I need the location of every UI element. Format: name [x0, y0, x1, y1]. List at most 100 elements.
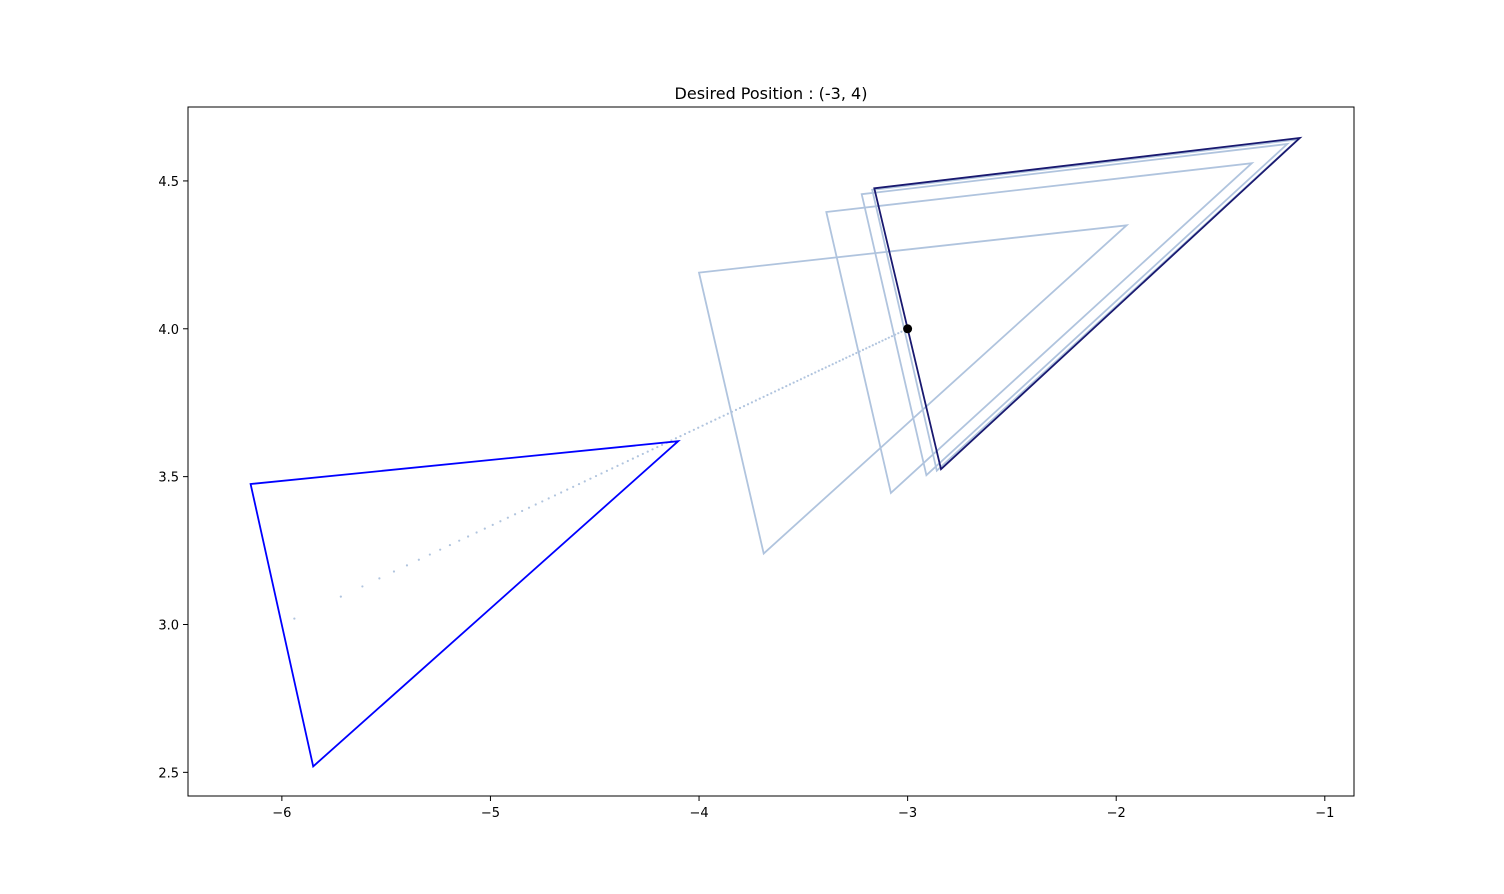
path-point	[692, 428, 695, 431]
path-point	[660, 443, 664, 446]
path-point	[361, 585, 364, 588]
path-point	[710, 420, 713, 423]
axes: −6 −5 −4 −3 −2 −1 2.5 3.0 3.5 4.0 4.5	[158, 106, 1355, 821]
path-point	[841, 358, 845, 361]
path-point	[656, 445, 659, 449]
plot-area	[249, 136, 1303, 769]
path-point	[785, 385, 788, 388]
path-point	[392, 570, 396, 573]
path-point	[881, 339, 884, 342]
path-point	[897, 332, 900, 335]
path-point	[884, 338, 887, 341]
path-point	[491, 523, 494, 526]
path-point	[646, 450, 649, 453]
path-point	[861, 348, 865, 351]
path-point	[746, 403, 750, 406]
path-point	[722, 414, 725, 417]
path-point	[781, 386, 784, 389]
path-point	[754, 399, 757, 402]
path-point	[594, 474, 598, 478]
path-point	[874, 342, 878, 345]
path-point	[766, 393, 769, 397]
path-point	[738, 406, 742, 410]
path-point	[726, 412, 729, 415]
path-point	[577, 482, 581, 486]
path-point	[513, 513, 517, 516]
path-point	[506, 516, 509, 519]
path-point	[521, 509, 524, 513]
target-marker	[903, 324, 913, 334]
path-point	[810, 373, 813, 376]
path-point	[621, 462, 624, 465]
path-point	[293, 617, 296, 620]
path-point	[483, 527, 486, 530]
path-point	[605, 469, 609, 472]
path-point	[547, 497, 550, 500]
path-point	[583, 480, 586, 483]
path-point	[848, 355, 851, 358]
x-tick-label: −6	[272, 806, 291, 821]
path-point	[378, 577, 381, 580]
y-tick-label: 3.0	[158, 618, 179, 633]
path-point	[534, 503, 537, 506]
axes-frame	[187, 106, 1355, 797]
path-point	[887, 336, 890, 339]
path-point	[750, 401, 754, 404]
path-point	[777, 388, 780, 391]
path-point	[475, 531, 478, 534]
path-point	[616, 464, 619, 467]
path-point	[762, 395, 765, 398]
path-point	[560, 491, 563, 494]
path-point	[572, 485, 575, 488]
y-tick-label: 2.5	[158, 766, 179, 781]
path-point	[448, 543, 452, 547]
path-point	[641, 452, 644, 456]
path-point	[799, 378, 803, 381]
path-point	[890, 335, 894, 338]
path-point	[428, 553, 431, 556]
path-point	[758, 397, 761, 400]
y-tick-label: 4.5	[158, 175, 179, 190]
path-point	[817, 369, 820, 372]
path-point	[405, 564, 409, 567]
path-point	[679, 435, 682, 438]
path-point	[742, 404, 746, 408]
triangle-intermediate-2	[825, 161, 1255, 495]
path-point	[705, 422, 708, 425]
y-tick-label: 4.0	[158, 323, 179, 338]
path-point	[541, 500, 544, 503]
path-point	[697, 426, 700, 429]
path-point	[868, 345, 871, 348]
path-point	[527, 506, 531, 509]
path-point	[417, 558, 420, 561]
path-point	[636, 455, 639, 458]
path-point	[770, 392, 773, 395]
path-point	[600, 472, 603, 475]
path-point	[701, 424, 704, 427]
path-point	[466, 535, 470, 538]
path-point	[631, 457, 634, 460]
path-point	[900, 330, 903, 333]
path-point	[773, 390, 777, 393]
path-point	[651, 448, 654, 451]
path-point	[878, 341, 881, 344]
path-point	[688, 430, 691, 433]
path-point	[611, 467, 614, 470]
path-point	[553, 494, 557, 497]
path-point	[855, 351, 858, 355]
path-point	[792, 381, 795, 384]
x-tick-label: −4	[689, 806, 708, 821]
triangle-initial	[249, 440, 681, 769]
path-point	[796, 379, 799, 383]
path-point	[824, 366, 827, 369]
x-tick-label: −1	[1315, 806, 1334, 821]
path-point	[458, 539, 461, 542]
triangle-intermediate-1	[697, 224, 1130, 556]
path-point	[788, 383, 792, 386]
path-point	[803, 376, 806, 379]
path-point	[734, 408, 738, 411]
path-point	[714, 418, 717, 421]
path-point	[626, 459, 629, 463]
path-point	[831, 363, 834, 366]
